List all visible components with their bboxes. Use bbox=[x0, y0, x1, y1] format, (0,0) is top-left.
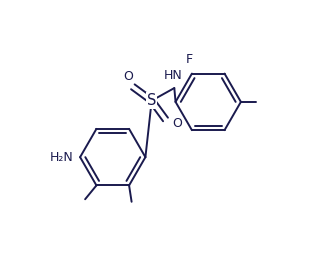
Text: O: O bbox=[123, 70, 133, 83]
Text: H₂N: H₂N bbox=[50, 151, 74, 164]
Text: O: O bbox=[172, 117, 182, 130]
Text: S: S bbox=[147, 93, 156, 108]
Text: F: F bbox=[186, 53, 193, 66]
Text: HN: HN bbox=[164, 69, 183, 82]
